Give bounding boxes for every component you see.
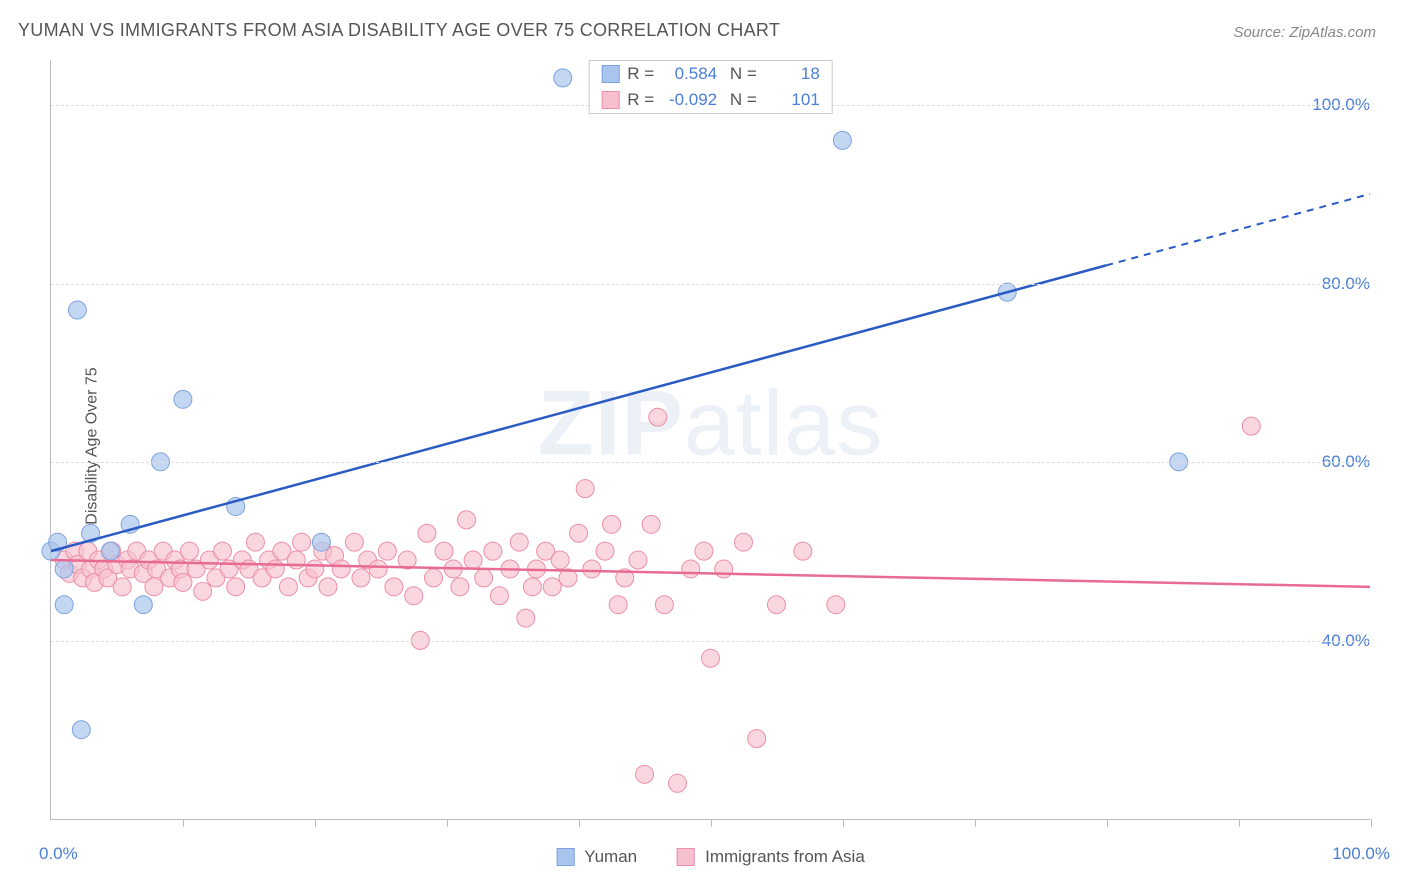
chart-title: YUMAN VS IMMIGRANTS FROM ASIA DISABILITY…	[18, 20, 780, 41]
point-immigrants-asia	[405, 587, 423, 605]
point-immigrants-asia	[767, 596, 785, 614]
series-legend: Yuman Immigrants from Asia	[556, 847, 865, 867]
point-immigrants-asia	[510, 533, 528, 551]
point-immigrants-asia	[583, 560, 601, 578]
point-immigrants-asia	[682, 560, 700, 578]
point-immigrants-asia	[576, 480, 594, 498]
x-tick	[1107, 819, 1108, 827]
x-tick	[183, 819, 184, 827]
point-immigrants-asia	[319, 578, 337, 596]
x-tick	[579, 819, 580, 827]
point-immigrants-asia	[181, 542, 199, 560]
source-attribution: Source: ZipAtlas.com	[1233, 24, 1376, 41]
point-yuman	[55, 596, 73, 614]
point-immigrants-asia	[457, 511, 475, 529]
x-tick	[711, 819, 712, 827]
point-yuman	[68, 301, 86, 319]
point-immigrants-asia	[332, 560, 350, 578]
point-immigrants-asia	[543, 578, 561, 596]
point-immigrants-asia	[213, 542, 231, 560]
correlation-legend: R =0.584 N =18 R =-0.092 N =101	[588, 60, 833, 114]
point-yuman	[134, 596, 152, 614]
swatch-yuman	[601, 65, 619, 83]
x-axis-max-label: 100.0%	[1332, 844, 1390, 864]
point-immigrants-asia	[1242, 417, 1260, 435]
point-yuman	[312, 533, 330, 551]
point-immigrants-asia	[246, 533, 264, 551]
point-yuman	[554, 69, 572, 87]
chart-svg	[51, 60, 1370, 819]
point-immigrants-asia	[523, 578, 541, 596]
point-immigrants-asia	[490, 587, 508, 605]
point-immigrants-asia	[669, 774, 687, 792]
legend-item-immigrants: Immigrants from Asia	[677, 847, 865, 867]
point-immigrants-asia	[517, 609, 535, 627]
point-immigrants-asia	[435, 542, 453, 560]
point-immigrants-asia	[570, 524, 588, 542]
legend-row-yuman: R =0.584 N =18	[589, 61, 832, 87]
point-immigrants-asia	[385, 578, 403, 596]
gridline	[51, 462, 1370, 463]
point-immigrants-asia	[715, 560, 733, 578]
plot-area: ZIPatlas R =0.584 N =18 R =-0.092 N =101…	[50, 60, 1370, 820]
point-yuman	[72, 721, 90, 739]
swatch-yuman-icon	[556, 848, 574, 866]
point-immigrants-asia	[113, 578, 131, 596]
point-yuman	[55, 560, 73, 578]
point-immigrants-asia	[293, 533, 311, 551]
point-immigrants-asia	[194, 582, 212, 600]
point-immigrants-asia	[279, 578, 297, 596]
point-immigrants-asia	[451, 578, 469, 596]
x-tick	[315, 819, 316, 827]
x-tick	[447, 819, 448, 827]
legend-row-immigrants: R =-0.092 N =101	[589, 87, 832, 113]
regression-yuman	[51, 265, 1106, 551]
point-immigrants-asia	[345, 533, 363, 551]
point-immigrants-asia	[642, 515, 660, 533]
gridline	[51, 641, 1370, 642]
point-immigrants-asia	[695, 542, 713, 560]
point-immigrants-asia	[649, 408, 667, 426]
x-tick	[1371, 819, 1372, 827]
point-immigrants-asia	[378, 542, 396, 560]
point-immigrants-asia	[702, 649, 720, 667]
point-immigrants-asia	[145, 578, 163, 596]
x-tick	[1239, 819, 1240, 827]
x-tick	[975, 819, 976, 827]
point-yuman	[174, 390, 192, 408]
point-immigrants-asia	[475, 569, 493, 587]
point-immigrants-asia	[655, 596, 673, 614]
point-yuman	[833, 131, 851, 149]
point-immigrants-asia	[174, 573, 192, 591]
point-immigrants-asia	[418, 524, 436, 542]
regression-dash-yuman	[1106, 194, 1370, 265]
point-immigrants-asia	[603, 515, 621, 533]
point-immigrants-asia	[734, 533, 752, 551]
x-axis-min-label: 0.0%	[39, 844, 78, 864]
point-immigrants-asia	[266, 560, 284, 578]
legend-item-yuman: Yuman	[556, 847, 637, 867]
swatch-immigrants	[601, 91, 619, 109]
point-immigrants-asia	[551, 551, 569, 569]
point-immigrants-asia	[629, 551, 647, 569]
point-immigrants-asia	[306, 560, 324, 578]
point-immigrants-asia	[596, 542, 614, 560]
swatch-immigrants-icon	[677, 848, 695, 866]
gridline	[51, 284, 1370, 285]
point-immigrants-asia	[609, 596, 627, 614]
point-immigrants-asia	[748, 730, 766, 748]
point-immigrants-asia	[794, 542, 812, 560]
x-tick	[843, 819, 844, 827]
point-immigrants-asia	[827, 596, 845, 614]
point-immigrants-asia	[352, 569, 370, 587]
point-immigrants-asia	[484, 542, 502, 560]
point-immigrants-asia	[425, 569, 443, 587]
point-immigrants-asia	[464, 551, 482, 569]
point-immigrants-asia	[227, 578, 245, 596]
point-immigrants-asia	[636, 765, 654, 783]
point-yuman	[101, 542, 119, 560]
point-immigrants-asia	[369, 560, 387, 578]
